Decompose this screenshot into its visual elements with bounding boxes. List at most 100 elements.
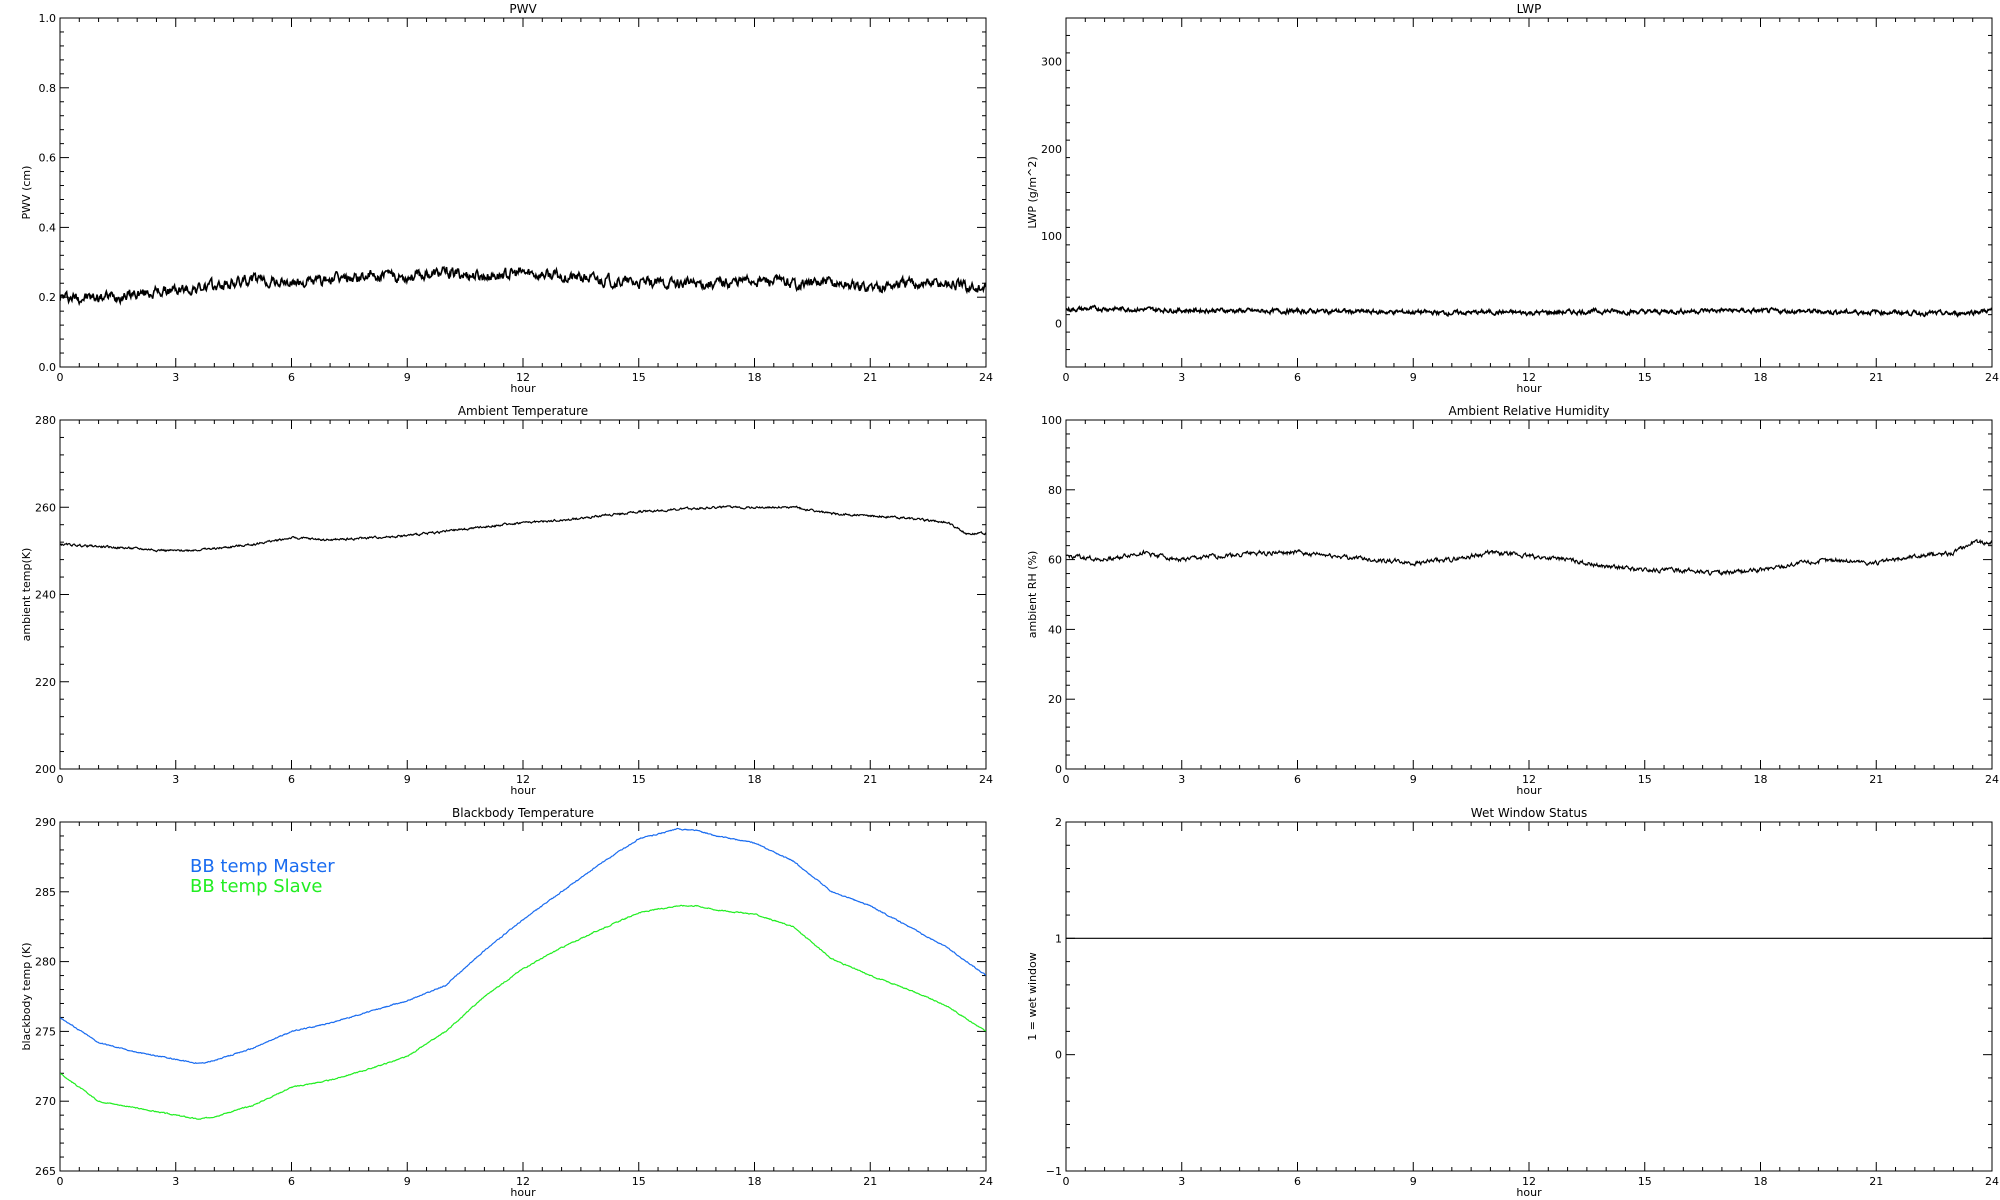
chart-title: Ambient Relative Humidity: [1449, 404, 1610, 418]
x-tick-label: 21: [1869, 371, 1883, 384]
y-tick-label: 20: [1048, 693, 1062, 706]
plot-frame: [59, 419, 987, 770]
x-tick-label: 15: [632, 773, 646, 786]
y-axis-label: PWV (cm): [20, 166, 33, 220]
chart-pwv: PWV 0 3 6 9 12 15 18 21 24 hour 0.0 0.2 0.4 0.6 0.8 1.0 P…: [20, 2, 993, 395]
y-tick-label: 0: [1055, 1049, 1062, 1062]
y-tick-label: 1.0: [39, 12, 57, 25]
legend-entry: BB temp Slave: [190, 876, 322, 897]
x-tick-label: 6: [1294, 773, 1301, 786]
chart-title: Blackbody Temperature: [452, 806, 594, 820]
x-tick-label: 21: [863, 773, 877, 786]
x-tick-label: 0: [1063, 371, 1070, 384]
chart-ambient_temp: Ambient Temperature 0 3 6 9 12 15 18 21 24 hour 200…: [20, 404, 993, 797]
y-tick-label: 40: [1048, 623, 1062, 636]
x-tick-label: 15: [1638, 371, 1652, 384]
x-tick-label: 21: [1869, 1175, 1883, 1188]
x-tick-label: 3: [1178, 773, 1185, 786]
y-tick-label: 0: [1055, 763, 1062, 776]
x-tick-label: 12: [1522, 773, 1536, 786]
chart-title: LWP: [1517, 2, 1542, 16]
y-tick-label: 265: [35, 1165, 56, 1178]
plot-frame: [1065, 821, 1993, 1172]
y-tick-label: 290: [35, 816, 56, 829]
chart-bb_temp: Blackbody Temperature 0 3 6 9 12 15 18 21 24 hour 2…: [20, 806, 993, 1199]
x-tick-label: 24: [1985, 371, 1999, 384]
chart-title: Wet Window Status: [1471, 806, 1587, 820]
x-tick-label: 12: [516, 1175, 530, 1188]
x-axis-label: hour: [1516, 784, 1542, 797]
x-tick-label: 12: [1522, 371, 1536, 384]
x-tick-label: 21: [863, 1175, 877, 1188]
x-axis-label: hour: [510, 382, 536, 395]
y-tick-label: 1: [1055, 932, 1062, 945]
y-tick-label: 200: [35, 763, 56, 776]
y-tick-label: 2: [1055, 816, 1062, 829]
y-tick-label: 300: [1041, 56, 1062, 69]
x-tick-label: 12: [516, 773, 530, 786]
x-tick-label: 18: [1754, 1175, 1768, 1188]
x-tick-label: 9: [1410, 371, 1417, 384]
x-tick-label: 15: [632, 1175, 646, 1188]
y-tick-label: 100: [1041, 414, 1062, 427]
y-tick-label: 285: [35, 886, 56, 899]
chart-lwp: LWP 0 3 6 9 12 15 18 21 24 hour 0 100 200 300 LWP (g/m^…: [1026, 2, 1999, 395]
y-tick-label: 0.0: [39, 361, 57, 374]
y-tick-label: 270: [35, 1095, 56, 1108]
x-axis-label: hour: [1516, 382, 1542, 395]
x-tick-label: 24: [1985, 773, 1999, 786]
x-tick-label: 15: [632, 371, 646, 384]
x-tick-label: 24: [979, 773, 993, 786]
chart-title: Ambient Temperature: [458, 404, 588, 418]
x-tick-label: 24: [979, 1175, 993, 1188]
x-tick-label: 9: [404, 1175, 411, 1188]
x-axis-label: hour: [1516, 1186, 1542, 1199]
x-tick-label: 18: [748, 371, 762, 384]
y-tick-label: 80: [1048, 484, 1062, 497]
y-tick-label: −1: [1046, 1165, 1062, 1178]
x-tick-label: 6: [288, 371, 295, 384]
y-tick-label: 100: [1041, 230, 1062, 243]
y-tick-label: 200: [1041, 143, 1062, 156]
plot-frame: [1065, 17, 1993, 368]
y-tick-label: 0.2: [39, 291, 57, 304]
plot-frame: [59, 17, 987, 368]
x-tick-label: 18: [748, 1175, 762, 1188]
y-tick-label: 260: [35, 501, 56, 514]
x-tick-label: 3: [172, 1175, 179, 1188]
x-tick-label: 6: [288, 773, 295, 786]
x-tick-label: 9: [1410, 773, 1417, 786]
x-tick-label: 18: [1754, 371, 1768, 384]
series-line-2: [60, 904, 986, 1120]
x-tick-label: 12: [1522, 1175, 1536, 1188]
x-tick-label: 15: [1638, 1175, 1652, 1188]
x-tick-label: 0: [57, 371, 64, 384]
x-tick-label: 0: [1063, 1175, 1070, 1188]
x-tick-label: 3: [1178, 1175, 1185, 1188]
x-tick-label: 12: [516, 371, 530, 384]
chart-title: PWV: [509, 2, 537, 16]
y-tick-label: 0.8: [39, 82, 57, 95]
y-tick-label: 0.4: [39, 221, 57, 234]
y-tick-label: 280: [35, 414, 56, 427]
series-line-1: [60, 505, 986, 553]
x-tick-label: 9: [404, 773, 411, 786]
series-line-1: [60, 265, 986, 307]
y-axis-label: ambient temp(K): [20, 548, 33, 642]
y-tick-label: 0.6: [39, 152, 57, 165]
y-axis-label: ambient RH (%): [1026, 551, 1039, 639]
y-axis-label: LWP (g/m^2): [1026, 156, 1039, 228]
x-tick-label: 3: [172, 371, 179, 384]
plot-frame: [1065, 419, 1993, 770]
x-axis-label: hour: [510, 784, 536, 797]
series-line-1: [1066, 538, 1992, 577]
y-tick-label: 0: [1055, 317, 1062, 330]
legend-entry: BB temp Master: [190, 856, 335, 877]
x-tick-label: 3: [172, 773, 179, 786]
x-tick-label: 0: [57, 1175, 64, 1188]
y-axis-label: 1 = wet window: [1026, 952, 1039, 1041]
y-axis-label: blackbody temp (K): [20, 943, 33, 1051]
x-tick-label: 21: [1869, 773, 1883, 786]
